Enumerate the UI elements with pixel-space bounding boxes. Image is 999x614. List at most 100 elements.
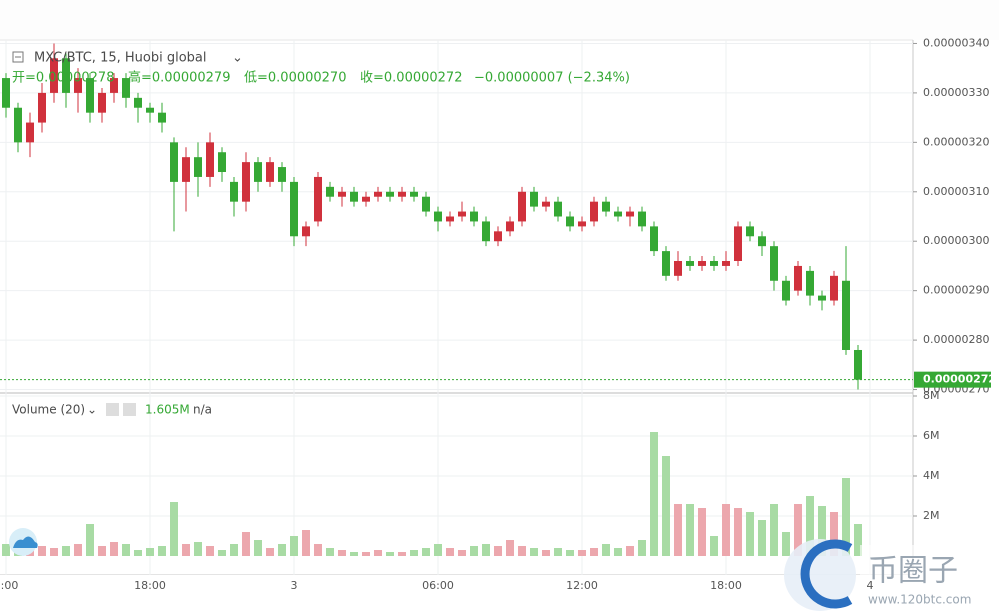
volume-bar (842, 478, 850, 556)
volume-bar (554, 548, 562, 556)
volume-bar (206, 546, 214, 556)
volume-bar (458, 550, 466, 556)
y-tick-label: 0.00000320 (923, 135, 989, 148)
candle-body (614, 211, 622, 217)
x-tick-label: 12:00 (566, 579, 598, 592)
candle-body (338, 191, 346, 197)
volume-bar (398, 552, 406, 556)
volume-bar (446, 548, 454, 556)
volume-bar (710, 536, 718, 556)
y-tick-label: 0.00000330 (923, 86, 989, 99)
ohlc-value: 低=0.00000270 (244, 71, 346, 86)
volume-bar (38, 546, 46, 556)
candle-body (806, 270, 814, 296)
candle-body (650, 226, 658, 252)
volume-bar (506, 540, 514, 556)
volume-bar (266, 548, 274, 556)
collapse-icon[interactable] (12, 51, 24, 63)
volume-bar (734, 508, 742, 556)
volume-bar (638, 540, 646, 556)
candle-body (314, 176, 322, 222)
eye-icon[interactable] (106, 403, 119, 416)
volume-bar (542, 550, 550, 556)
candle-body (26, 122, 34, 143)
candle-body (50, 58, 58, 93)
candle-body (674, 260, 682, 276)
volume-ma: n/a (193, 403, 212, 417)
candle-body (182, 157, 190, 182)
candle-body (590, 201, 598, 222)
volume-bar (218, 550, 226, 556)
volume-bar (674, 504, 682, 556)
candle-body (458, 211, 466, 217)
candle-body (830, 275, 838, 301)
volume-bar (662, 456, 670, 556)
candle-body (362, 196, 370, 202)
candle-body (146, 107, 154, 113)
ohlc-value: 高=0.00000279 (128, 70, 230, 86)
candle-body (158, 112, 166, 123)
volume-bar (722, 504, 730, 556)
candle-body (14, 107, 22, 143)
volume-bar (182, 544, 190, 556)
dropdown[interactable]: ⌄ (87, 403, 97, 417)
candle-body (506, 221, 514, 232)
volume-bar (122, 544, 130, 556)
dropdown[interactable]: ⌄ (232, 51, 243, 66)
watermark-text: 币圈子 (868, 554, 958, 589)
candle-body (710, 260, 718, 266)
volume-bar (518, 546, 526, 556)
volume-bar (194, 542, 202, 556)
candle-body (230, 181, 238, 202)
volume-bar (494, 546, 502, 556)
candle-body (434, 211, 442, 222)
candle-body (134, 97, 142, 108)
y2-tick-label: 6M (923, 429, 940, 442)
volume-bar (782, 532, 790, 556)
volume-bar (434, 544, 442, 556)
candle-body (254, 162, 262, 182)
volume-bar (758, 520, 766, 556)
y-tick-label: 0.00000290 (923, 284, 989, 297)
ohlc-value: 收=0.00000272 (360, 71, 462, 86)
candle-body (578, 221, 586, 227)
candle-body (698, 260, 706, 266)
candle-body (86, 78, 94, 113)
candle-body (206, 142, 214, 177)
x-tick-label: 3 (291, 579, 298, 592)
y-tick-label: 0.00000340 (923, 36, 989, 49)
volume-bar (686, 504, 694, 556)
candle-body (278, 167, 286, 182)
volume-bar (62, 546, 70, 556)
candle-body (854, 349, 862, 380)
candle-body (218, 152, 226, 173)
candle-body (446, 216, 454, 222)
candle-body (110, 78, 118, 93)
watermark-logo (784, 539, 856, 611)
top-bar (0, 0, 999, 40)
volume-bar (158, 546, 166, 556)
candle-body (2, 78, 10, 108)
volume-bar (746, 512, 754, 556)
candle-body (542, 201, 550, 207)
candle-body (326, 186, 334, 197)
candle-body (566, 216, 574, 227)
close-icon[interactable] (123, 403, 136, 416)
volume-bar (470, 546, 478, 556)
volume-bar (86, 524, 94, 556)
watermark-bg (860, 545, 999, 614)
volume-bar (338, 550, 346, 556)
logo (13, 536, 38, 548)
watermark-logo (800, 539, 853, 609)
volume-bar (326, 548, 334, 556)
candle-body (62, 58, 70, 93)
y2-tick-label: 8M (923, 389, 940, 402)
candle-body (662, 251, 670, 276)
candle-body (38, 92, 46, 123)
candle-body (470, 211, 478, 222)
volume-bar (350, 552, 358, 556)
candle-body (782, 280, 790, 301)
ohlc-value: 开=0.00000278 (12, 71, 114, 86)
